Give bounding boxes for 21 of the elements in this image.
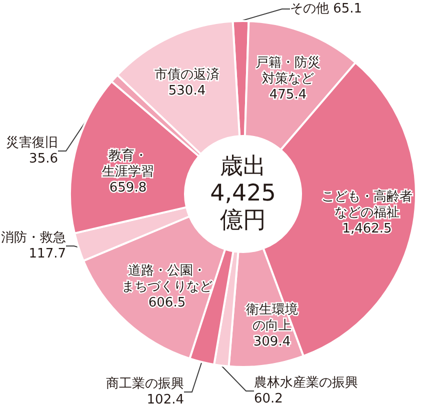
data-label: 35.6 — [29, 152, 58, 166]
data-label: 60.2 — [254, 392, 283, 406]
data-label: 530.4 — [168, 84, 206, 98]
text: 歳出 4,425 億円 — [210, 154, 276, 234]
slice-label: 教育・生涯学習 — [102, 148, 154, 180]
slice-label: 道路・公園・まちづくりなど — [122, 264, 212, 294]
data-label: 102.4 — [146, 392, 184, 407]
data-label: 309.4 — [253, 334, 291, 350]
data-label: 117.7 — [28, 246, 66, 262]
slice-label: 商工業の振興 — [106, 376, 184, 392]
slice-label: その他 65.1 — [290, 2, 362, 16]
data-label: 606.5 — [148, 296, 186, 310]
slice-label: 消防・救急 — [1, 230, 66, 246]
slice-label: 農林水産業の振興 — [254, 374, 358, 390]
slice-label: 市債の返済 — [154, 66, 220, 82]
data-label: 1,462.5 — [342, 222, 392, 236]
data-label: 475.4 — [269, 88, 307, 102]
slice-label: こども・高齢者などの福祉 — [322, 188, 412, 220]
data-label: 659.8 — [109, 180, 147, 196]
slice-label: 災害復旧 — [6, 134, 58, 150]
slice-label: 戸籍・防災対策など — [256, 56, 320, 86]
